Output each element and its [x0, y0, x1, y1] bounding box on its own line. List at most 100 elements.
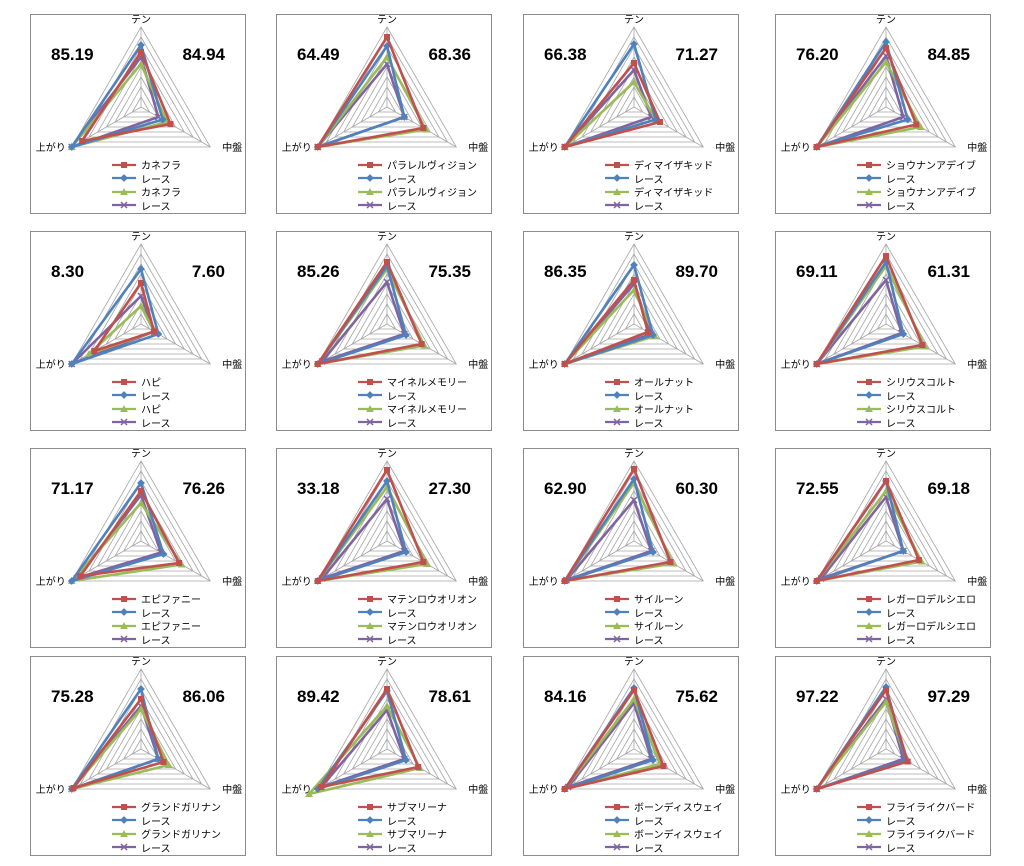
axis-label: 中盤: [468, 575, 488, 588]
radar-chart-panel: テン 中盤 上がり 62.90 60.30 サイルーン レース サイルーン レース: [523, 448, 739, 648]
grid-ring: [368, 86, 406, 118]
legend-label: レース: [634, 635, 664, 647]
legend-swatch: [112, 418, 136, 426]
axis-label: 上がり: [36, 141, 66, 154]
legend: ディマイザキッド レース ディマイザキッド レース: [604, 158, 714, 213]
score-right: 75.35: [428, 262, 471, 281]
legend-item: レース: [357, 633, 477, 647]
legend-label: レース: [141, 608, 171, 620]
legend-item: レース: [111, 389, 171, 403]
grid-ring: [351, 283, 423, 345]
legend-label: カネフラ: [141, 188, 181, 200]
legend-swatch: [358, 187, 382, 195]
grid-ring: [317, 243, 457, 365]
score-left: 75.28: [51, 687, 94, 706]
data-point: [631, 277, 637, 283]
grid-ring: [598, 500, 670, 562]
legend-item: レース: [111, 814, 221, 828]
data-point: [137, 705, 145, 712]
legend-item: マテンロウオリオン: [357, 619, 477, 633]
axis-label: 中盤: [222, 141, 242, 154]
data-point: [644, 329, 651, 335]
axis-spoke: [140, 106, 211, 148]
legend-item: ハピ: [111, 402, 171, 416]
data-point: [137, 60, 145, 67]
series-line: [815, 46, 918, 149]
legend-swatch: [112, 595, 136, 602]
grid-ring: [71, 243, 211, 365]
series-line: [316, 468, 425, 583]
grid-ring: [131, 738, 151, 755]
legend-swatch: [605, 608, 629, 617]
axis-spoke: [564, 540, 635, 582]
axis-label: 中盤: [468, 783, 488, 796]
axis-label: 中盤: [715, 141, 735, 154]
legend-swatch: [605, 595, 629, 602]
grid-ring: [79, 470, 203, 577]
axis-spoke: [140, 540, 211, 582]
legend-swatch: [605, 843, 629, 851]
legend-swatch: [112, 378, 136, 385]
legend-label: レース: [634, 843, 664, 855]
legend-label: マイネルメモリー: [387, 405, 467, 417]
legend-label: ハピ: [141, 405, 161, 417]
series-line: [70, 267, 160, 366]
legend-label: レース: [387, 174, 417, 186]
grid-ring: [816, 668, 956, 790]
legend-item: レース: [604, 416, 694, 430]
legend: サイルーン レース サイルーン レース: [604, 592, 684, 647]
legend-label: レース: [387, 391, 417, 403]
grid-ring: [581, 263, 687, 355]
legend-item: ボーンディスウェイ: [604, 800, 723, 814]
legend-swatch: [605, 816, 629, 825]
data-point: [630, 78, 638, 85]
legend-item: サブマリーナ: [357, 800, 447, 814]
legend-swatch: [358, 621, 382, 629]
legend-swatch: [857, 843, 881, 851]
series-line: [563, 697, 662, 791]
grid-ring: [876, 738, 896, 755]
score-left: 97.22: [796, 687, 839, 706]
data-point: [561, 578, 568, 584]
legend-item: レース: [357, 199, 477, 213]
legend-label: フライライクバード: [886, 803, 976, 815]
grid-ring: [816, 460, 956, 582]
legend-label: レース: [886, 816, 916, 828]
data-point: [913, 121, 920, 128]
grid-ring: [581, 46, 687, 138]
legend-label: レース: [634, 816, 664, 828]
legend-swatch: [112, 174, 136, 183]
legend-label: ショウナンアデイブ: [886, 188, 976, 200]
legend-swatch: [605, 621, 629, 629]
data-point: [415, 764, 422, 770]
axis-spoke: [317, 748, 388, 790]
legend-item: レース: [111, 172, 181, 186]
axis-label: テン: [131, 232, 151, 243]
legend: サブマリーナ レース サブマリーナ レース: [357, 800, 447, 855]
data-point: [138, 696, 144, 702]
axis-label: 中盤: [715, 358, 735, 371]
data-point: [420, 125, 427, 131]
series-line: [316, 35, 425, 149]
legend-swatch: [358, 161, 382, 168]
grid-ring: [598, 283, 670, 345]
axis-label: 上がり: [529, 783, 559, 796]
legend-item: エピファニー: [111, 619, 201, 633]
grid-ring: [88, 263, 194, 355]
legend-label: カネフラ: [141, 161, 181, 173]
legend-swatch: [605, 418, 629, 426]
legend-label: レース: [886, 843, 916, 855]
score-right: 84.85: [927, 45, 970, 64]
data-point: [137, 302, 145, 309]
legend-label: ディマイザキッド: [634, 188, 714, 200]
legend-label: レース: [634, 174, 664, 186]
axis-label: 中盤: [967, 783, 987, 796]
score-right: 71.27: [675, 45, 718, 64]
legend-item: レース: [111, 199, 181, 213]
legend-swatch: [358, 843, 382, 851]
legend-item: カネフラ: [111, 158, 181, 172]
data-point: [561, 144, 568, 150]
